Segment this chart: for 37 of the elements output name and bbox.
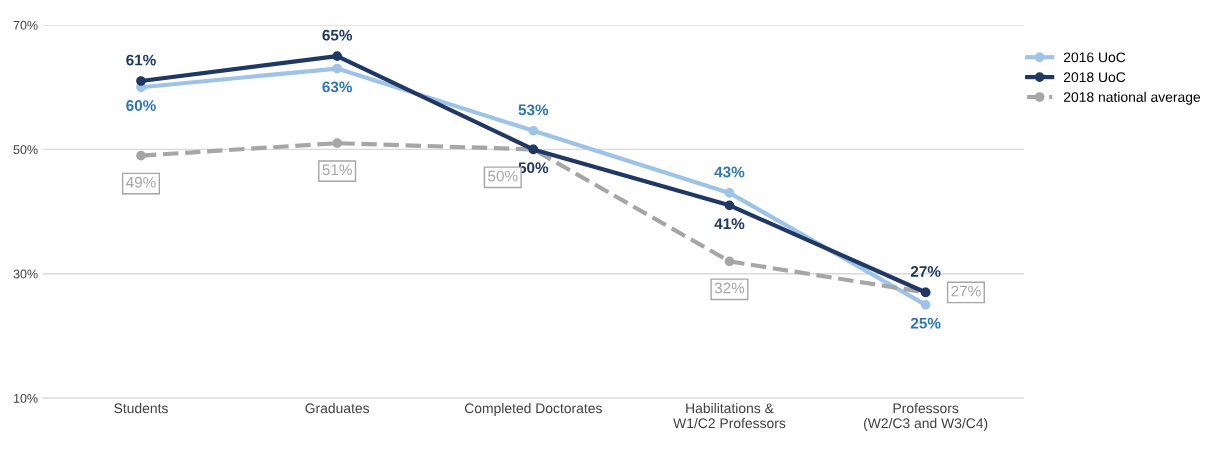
point bbox=[136, 150, 146, 161]
legend-label: 2016 UoC bbox=[1063, 52, 1126, 63]
point bbox=[920, 299, 931, 310]
point bbox=[332, 138, 343, 149]
data-label: 27% bbox=[910, 266, 941, 277]
point bbox=[724, 256, 735, 267]
data-label: 32% bbox=[714, 282, 745, 294]
point bbox=[724, 200, 735, 211]
legend-label: 2018 UoC bbox=[1063, 72, 1126, 83]
data-label: 41% bbox=[714, 218, 745, 230]
point bbox=[528, 125, 539, 136]
x-tick-label: Professors (W2/C3 and W3/C4) bbox=[863, 403, 988, 431]
x-tick-label: Graduates bbox=[305, 402, 370, 414]
data-label: 27% bbox=[951, 285, 981, 297]
y-tick-label: 50% bbox=[13, 145, 38, 155]
data-label: 49% bbox=[126, 176, 156, 188]
legend-label: 2018 national average bbox=[1063, 91, 1201, 105]
data-label: 61% bbox=[126, 54, 156, 66]
data-label: 43% bbox=[714, 166, 745, 178]
point bbox=[332, 63, 343, 74]
data-label: 60% bbox=[126, 100, 156, 111]
point bbox=[136, 76, 146, 86]
point bbox=[724, 188, 735, 198]
data-label: 65% bbox=[322, 29, 353, 41]
data-label: 50% bbox=[488, 170, 518, 182]
y-tick-label: 70% bbox=[13, 20, 38, 30]
point bbox=[332, 51, 343, 61]
x-tick-label: Completed Doctorates bbox=[464, 402, 602, 416]
data-label: 25% bbox=[910, 317, 941, 329]
x-tick-label: Students bbox=[114, 402, 168, 414]
x-tick-label: Habilitations & W1/C2 Professors bbox=[673, 402, 786, 429]
data-label: 63% bbox=[322, 81, 353, 93]
data-label: 53% bbox=[518, 104, 549, 116]
y-tick-label: 30% bbox=[13, 269, 38, 279]
data-label: 50% bbox=[518, 162, 549, 174]
y-tick-label: 10% bbox=[13, 393, 38, 403]
data-label: 51% bbox=[322, 164, 352, 176]
